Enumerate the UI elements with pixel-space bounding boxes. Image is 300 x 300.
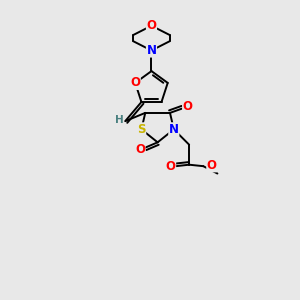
Text: O: O [207,159,217,172]
Text: O: O [183,100,193,113]
Text: S: S [137,123,146,136]
Text: O: O [146,19,157,32]
Text: O: O [135,143,145,157]
Text: H: H [115,115,124,124]
Text: O: O [166,160,176,173]
Text: N: N [146,44,157,57]
Text: O: O [130,76,140,89]
Text: N: N [169,123,179,136]
